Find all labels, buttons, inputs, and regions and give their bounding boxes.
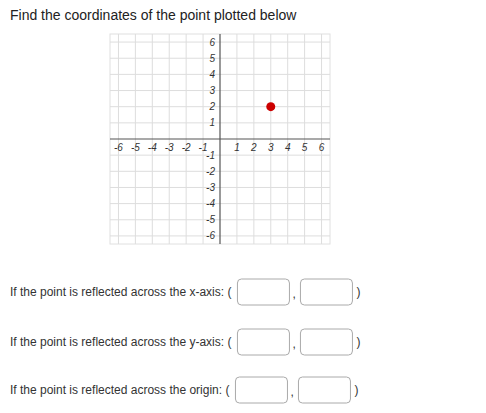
y-tick-label: 2 <box>208 101 215 112</box>
separator: , <box>290 385 293 399</box>
answer-box <box>298 377 350 403</box>
title: Find the coordinates of the point plotte… <box>10 7 297 23</box>
x-tick-label: 5 <box>302 142 308 153</box>
closing: ) <box>354 383 358 397</box>
x-tick-label: -2 <box>182 142 191 153</box>
x-tick-label: 2 <box>250 142 257 153</box>
answer-box <box>300 279 352 305</box>
closing: ) <box>356 285 360 299</box>
x-tick-label: -6 <box>114 142 123 153</box>
y-tick-label: -4 <box>206 198 215 209</box>
separator: , <box>292 287 295 301</box>
point <box>266 102 275 111</box>
answer-box <box>235 377 287 403</box>
chart: Find the coordinates of the point plotte… <box>0 0 486 413</box>
y-tick-label: 1 <box>209 117 215 128</box>
x-tick-label: -3 <box>165 142 174 153</box>
x-tick-label: 3 <box>268 142 274 153</box>
answer-box <box>237 279 289 305</box>
y-tick-label: -5 <box>206 214 215 225</box>
x-tick-label: -5 <box>131 142 140 153</box>
x-tick-label: -4 <box>148 142 157 153</box>
x-tick-label: 1 <box>234 142 240 153</box>
answer-box <box>300 329 352 355</box>
x-tick-label: 4 <box>285 142 291 153</box>
y-tick-label: -2 <box>206 166 215 177</box>
question-label: If the point is reflected across the x-a… <box>10 285 231 299</box>
y-tick-label: -3 <box>206 182 215 193</box>
y-axis <box>219 34 220 244</box>
answer-box <box>237 329 289 355</box>
y-tick-label: 3 <box>209 85 215 96</box>
x-tick-label: 6 <box>319 142 325 153</box>
y-tick-label: -1 <box>206 150 215 161</box>
y-tick-label: 6 <box>209 37 215 48</box>
y-tick-label: -6 <box>206 230 215 241</box>
plot-frame <box>110 34 330 244</box>
question-label: If the point is reflected across the ori… <box>10 383 229 397</box>
y-tick-label: 4 <box>209 69 215 80</box>
closing: ) <box>356 335 360 349</box>
grid <box>110 34 330 244</box>
separator: , <box>292 337 295 351</box>
question-label: If the point is reflected across the y-a… <box>10 335 231 349</box>
points <box>266 102 275 111</box>
y-tick-label: 5 <box>209 53 215 64</box>
